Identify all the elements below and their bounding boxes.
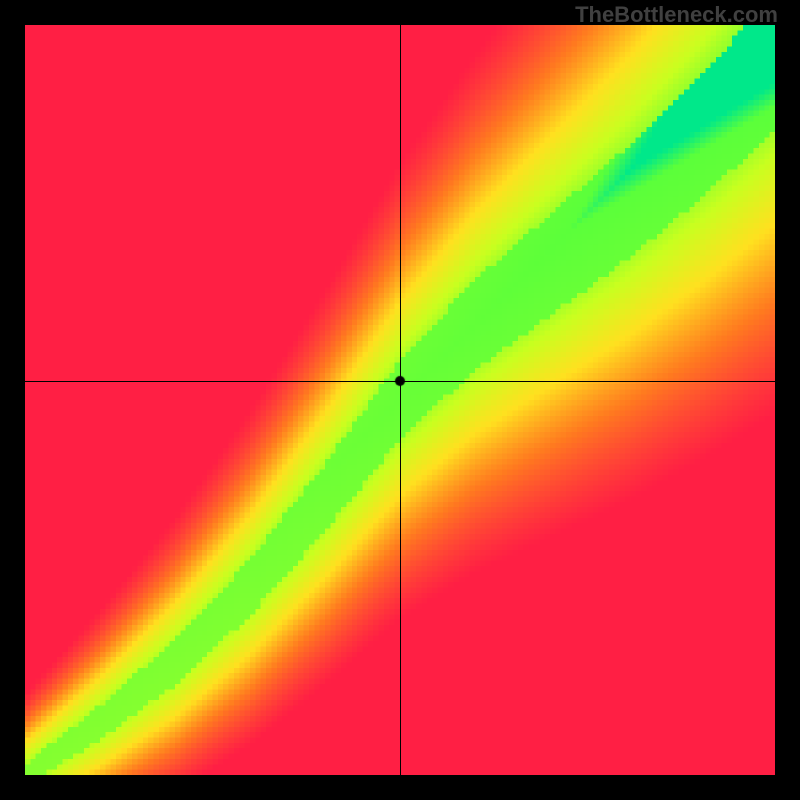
crosshair-vertical: [400, 25, 401, 775]
chart-container: TheBottleneck.com: [0, 0, 800, 800]
crosshair-marker: [394, 375, 406, 387]
watermark-text: TheBottleneck.com: [575, 2, 778, 28]
